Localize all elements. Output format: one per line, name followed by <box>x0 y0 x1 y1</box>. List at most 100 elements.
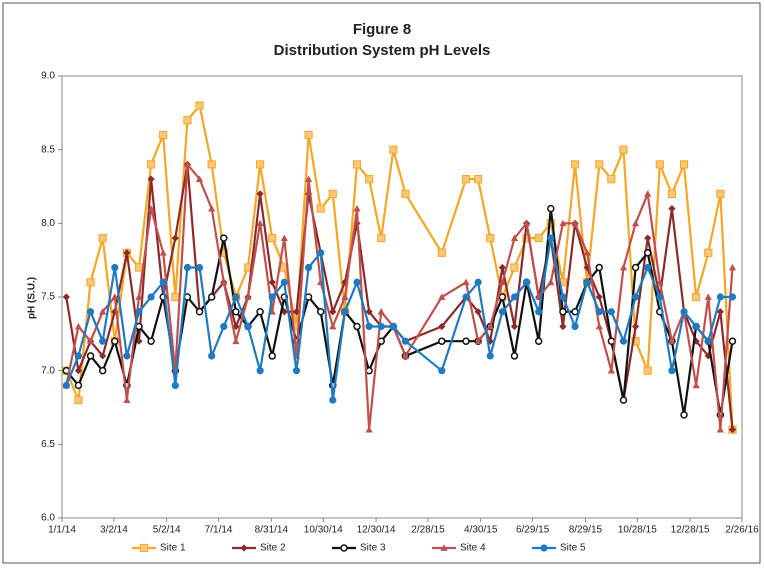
marker <box>86 352 95 360</box>
y-axis-label: pH (S.U.) <box>27 277 38 319</box>
marker <box>728 337 737 345</box>
marker <box>134 263 144 272</box>
marker <box>268 352 276 360</box>
marker <box>498 278 506 286</box>
marker <box>220 278 228 286</box>
marker <box>377 308 385 315</box>
marker <box>547 234 555 242</box>
marker <box>123 249 131 257</box>
marker <box>583 249 591 256</box>
marker <box>668 337 676 345</box>
marker <box>74 381 83 390</box>
marker <box>268 293 276 301</box>
marker <box>692 381 700 389</box>
marker <box>316 307 325 316</box>
legend-label: Site 2 <box>260 543 286 554</box>
marker <box>99 308 107 315</box>
marker <box>668 367 676 375</box>
marker <box>644 190 652 197</box>
marker <box>139 543 149 553</box>
marker <box>619 263 628 271</box>
marker <box>268 233 277 243</box>
marker <box>135 308 143 316</box>
marker <box>111 293 119 300</box>
marker <box>195 307 204 316</box>
marker <box>595 293 603 301</box>
x-tick-label: 10/28/15 <box>618 525 657 536</box>
marker <box>679 160 689 169</box>
marker <box>571 219 579 227</box>
y-tick-label: 8.5 <box>41 144 55 155</box>
x-tick-label: 1/1/14 <box>48 525 76 536</box>
marker <box>631 263 640 272</box>
marker <box>656 278 664 286</box>
marker <box>461 175 471 184</box>
marker <box>232 293 240 301</box>
marker <box>123 352 131 360</box>
marker <box>570 160 580 169</box>
marker <box>704 337 712 345</box>
marker <box>365 308 373 316</box>
marker <box>438 322 446 331</box>
marker <box>159 130 168 140</box>
marker <box>280 234 288 241</box>
marker <box>655 160 664 169</box>
chart-title: Figure 8 <box>353 21 411 38</box>
y-tick-label: 7.5 <box>41 292 55 303</box>
y-tick-label: 6.5 <box>41 439 55 450</box>
marker <box>341 293 349 300</box>
x-tick-label: 10/30/14 <box>304 525 343 536</box>
marker <box>474 337 482 345</box>
marker <box>692 292 701 302</box>
marker <box>716 293 724 301</box>
marker <box>207 293 216 301</box>
marker <box>256 367 264 375</box>
marker <box>547 278 555 286</box>
marker <box>268 278 276 286</box>
marker <box>631 219 640 227</box>
marker <box>595 160 604 169</box>
marker <box>462 293 470 301</box>
marker <box>256 160 265 169</box>
marker <box>668 205 676 213</box>
x-tick-label: 4/30/15 <box>464 525 498 536</box>
legend-label: Site 4 <box>460 543 486 554</box>
marker <box>486 322 494 330</box>
x-tick-label: 12/28/15 <box>671 525 710 536</box>
marker <box>74 322 83 330</box>
series <box>62 234 737 404</box>
marker <box>353 322 361 331</box>
marker <box>595 263 604 272</box>
marker <box>86 337 95 345</box>
series <box>62 160 737 433</box>
marker <box>256 307 264 316</box>
marker <box>438 367 446 375</box>
marker <box>232 307 240 316</box>
marker <box>486 233 495 243</box>
marker <box>389 145 398 154</box>
marker <box>559 219 567 227</box>
marker <box>728 263 737 271</box>
marker <box>329 308 337 316</box>
y-tick-label: 6.0 <box>41 513 55 524</box>
marker <box>111 263 119 272</box>
marker <box>329 322 337 330</box>
marker <box>462 337 470 345</box>
marker <box>171 234 179 242</box>
marker <box>62 381 70 389</box>
marker <box>256 219 264 227</box>
marker <box>135 337 143 345</box>
marker <box>619 337 628 345</box>
marker <box>486 352 494 360</box>
marker <box>123 396 131 404</box>
marker <box>540 544 548 552</box>
marker <box>135 322 143 331</box>
marker <box>716 308 724 316</box>
marker <box>462 278 470 286</box>
marker <box>365 322 373 331</box>
marker <box>510 263 519 272</box>
marker <box>304 263 313 272</box>
marker <box>510 293 519 301</box>
marker <box>159 278 167 286</box>
